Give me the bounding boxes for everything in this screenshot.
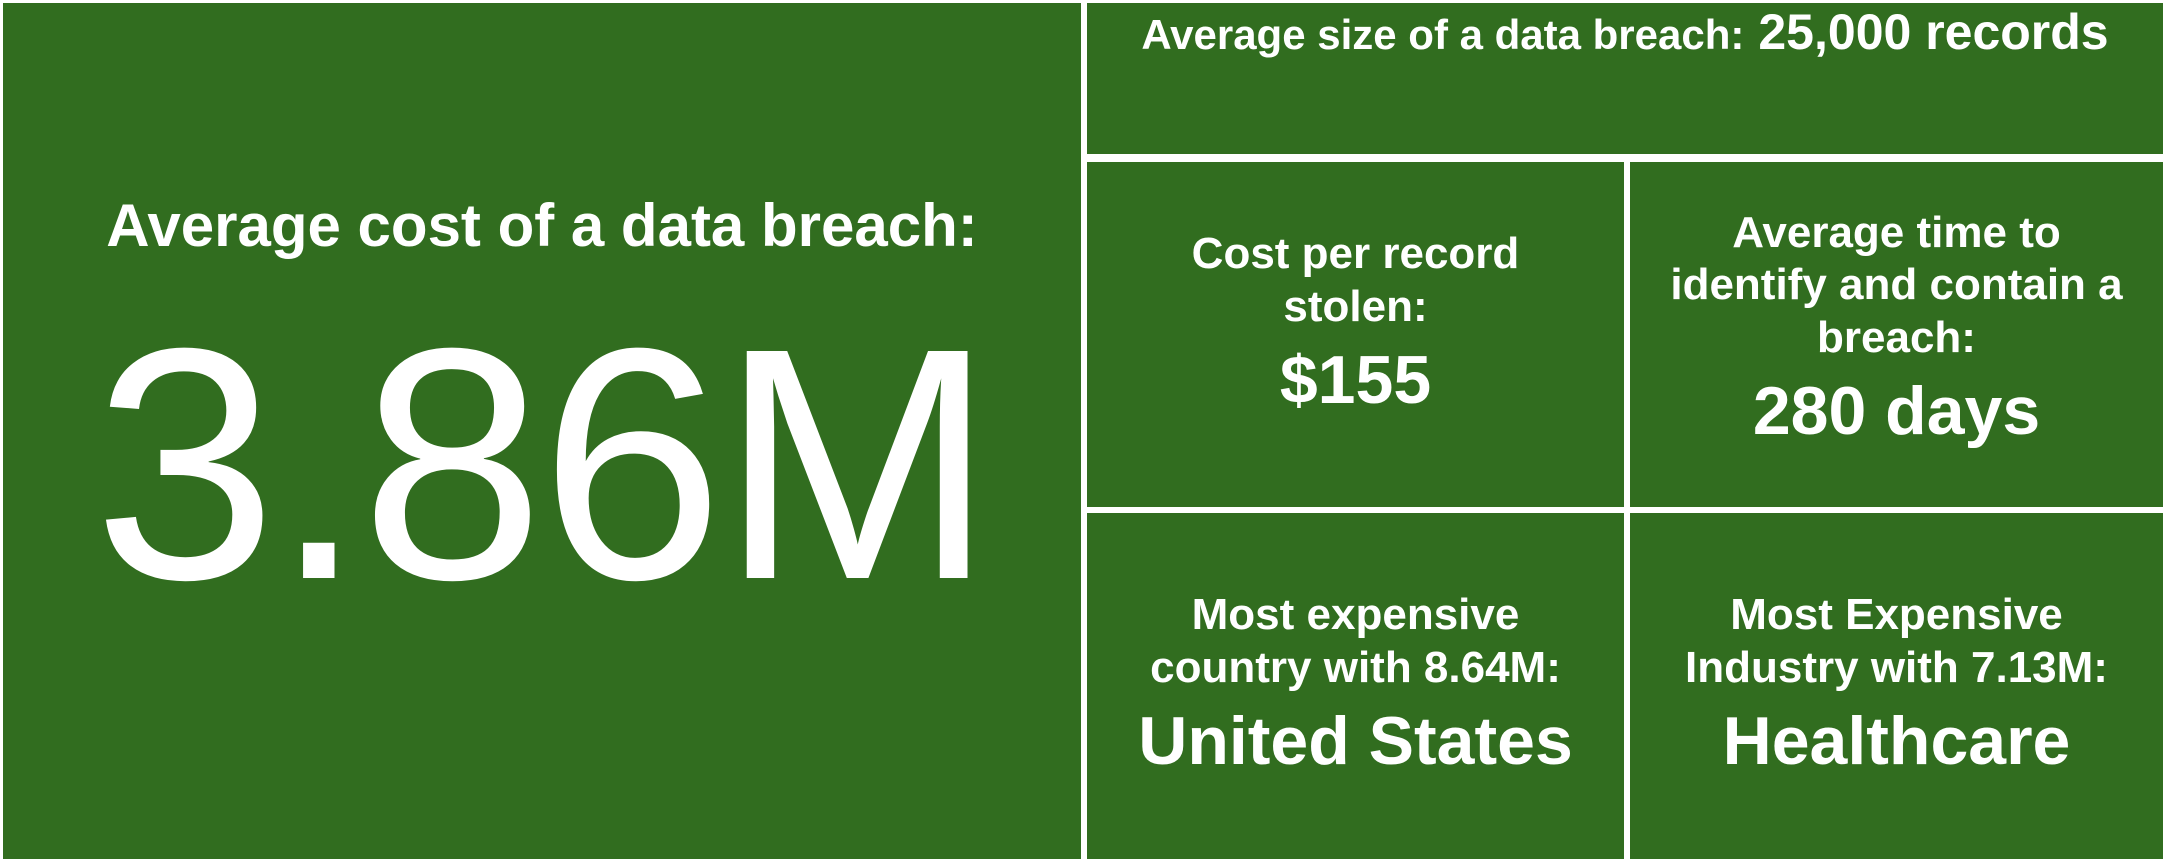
average-cost-label: Average cost of a data breach: [106,192,978,259]
average-size-value: 25,000 records [1758,4,2109,60]
most-expensive-industry-label: Most Expensive Industry with 7.13M: [1685,590,2108,693]
cost-per-record-label: Cost per record stolen: [1191,228,1520,331]
most-expensive-industry-value: Healthcare [1722,703,2071,779]
most-expensive-country-label: Most expensive country with 8.64M: [1150,590,1561,693]
average-cost-tile: Average cost of a data breach: 3.86M [3,3,1081,859]
cost-per-record-value: $155 [1279,341,1432,418]
average-size-label: Average size of a data breach: [1141,11,1745,58]
most-expensive-country-value: United States [1138,703,1573,779]
cost-per-record-tile: Cost per record stolen: $155 [1087,162,1624,507]
most-expensive-country-tile: Most expensive country with 8.64M: Unite… [1087,513,1624,859]
time-to-contain-label: Average time to identify and contain a b… [1670,207,2123,363]
average-cost-value: 3.86M [93,279,994,648]
most-expensive-industry-tile: Most Expensive Industry with 7.13M: Heal… [1630,513,2163,859]
time-to-contain-value: 280 days [1752,372,2041,449]
average-size-tile: Average size of a data breach: 25,000 re… [1087,3,2163,154]
time-to-contain-tile: Average time to identify and contain a b… [1630,162,2163,507]
average-size-row: Average size of a data breach: 25,000 re… [1141,3,2108,61]
